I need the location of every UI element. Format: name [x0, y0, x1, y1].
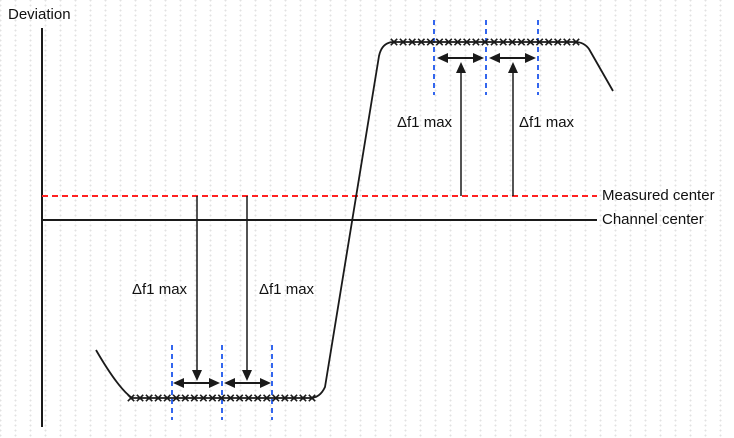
df1-max-label-top-right: Δf1 max	[519, 114, 575, 131]
channel-center-label: Channel center	[602, 211, 704, 228]
span-arrow-head-left	[489, 53, 500, 63]
span-arrow-head-left	[224, 378, 235, 388]
x-markers	[127, 394, 316, 402]
x-markers	[390, 38, 580, 46]
measure-arrow-head	[456, 62, 466, 73]
span-arrow-head-right	[525, 53, 536, 63]
span-arrow-head-left	[173, 378, 184, 388]
signal-curve	[95, 41, 614, 399]
axis-label-deviation: Deviation	[8, 6, 71, 23]
span-arrow-head-right	[260, 378, 271, 388]
span-arrow-head-right	[473, 53, 484, 63]
span-arrow-head-left	[437, 53, 448, 63]
df1-max-label-bottom-right: Δf1 max	[259, 281, 315, 298]
measure-arrow-head	[192, 370, 202, 381]
df1-max-label-bottom-left: Δf1 max	[132, 281, 188, 298]
measure-arrow-head	[508, 62, 518, 73]
measure-arrow-head	[242, 370, 252, 381]
measured-center-label: Measured center	[602, 187, 715, 204]
span-arrow-head-right	[209, 378, 220, 388]
df1-max-label-top-left: Δf1 max	[397, 114, 453, 131]
